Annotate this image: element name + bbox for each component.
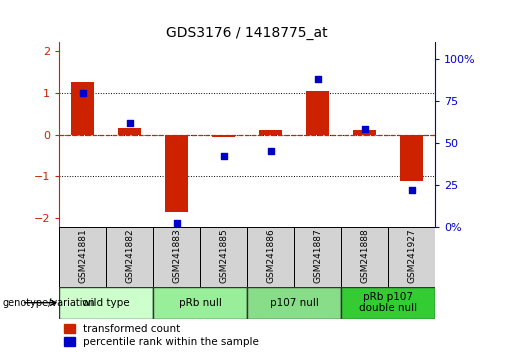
- Text: GSM241883: GSM241883: [172, 228, 181, 283]
- Bar: [153, 287, 247, 319]
- Text: GSM241888: GSM241888: [360, 228, 369, 283]
- Point: [407, 187, 416, 193]
- Bar: [341, 287, 435, 319]
- Bar: [306, 91, 330, 135]
- Point: [219, 153, 228, 159]
- Point: [173, 221, 181, 226]
- Bar: [212, 135, 235, 137]
- Bar: [341, 227, 388, 287]
- Text: GSM241882: GSM241882: [125, 228, 134, 283]
- Bar: [388, 227, 435, 287]
- Bar: [247, 287, 341, 319]
- Point: [79, 90, 87, 96]
- Bar: [294, 227, 341, 287]
- Bar: [71, 82, 94, 135]
- Point: [126, 120, 134, 126]
- Bar: [353, 130, 376, 135]
- Bar: [153, 227, 200, 287]
- Bar: [165, 135, 188, 212]
- Text: pRb p107
double null: pRb p107 double null: [359, 292, 417, 314]
- Point: [360, 127, 369, 132]
- Bar: [259, 130, 282, 135]
- Text: GSM241927: GSM241927: [407, 228, 416, 283]
- Text: pRb null: pRb null: [179, 298, 221, 308]
- Bar: [200, 227, 247, 287]
- Bar: [118, 128, 142, 135]
- Text: genotype/variation: genotype/variation: [3, 298, 95, 308]
- Text: p107 null: p107 null: [270, 298, 319, 308]
- Legend: transformed count, percentile rank within the sample: transformed count, percentile rank withi…: [64, 324, 259, 347]
- Bar: [400, 135, 423, 181]
- Point: [314, 76, 322, 82]
- Bar: [247, 227, 294, 287]
- Text: GSM241881: GSM241881: [78, 228, 87, 283]
- Text: GSM241886: GSM241886: [266, 228, 275, 283]
- Text: wild type: wild type: [82, 298, 130, 308]
- Text: GSM241885: GSM241885: [219, 228, 228, 283]
- Title: GDS3176 / 1418775_at: GDS3176 / 1418775_at: [166, 26, 328, 40]
- Bar: [59, 287, 153, 319]
- Text: GSM241887: GSM241887: [313, 228, 322, 283]
- Bar: [59, 227, 106, 287]
- Bar: [106, 227, 153, 287]
- Point: [267, 148, 275, 154]
